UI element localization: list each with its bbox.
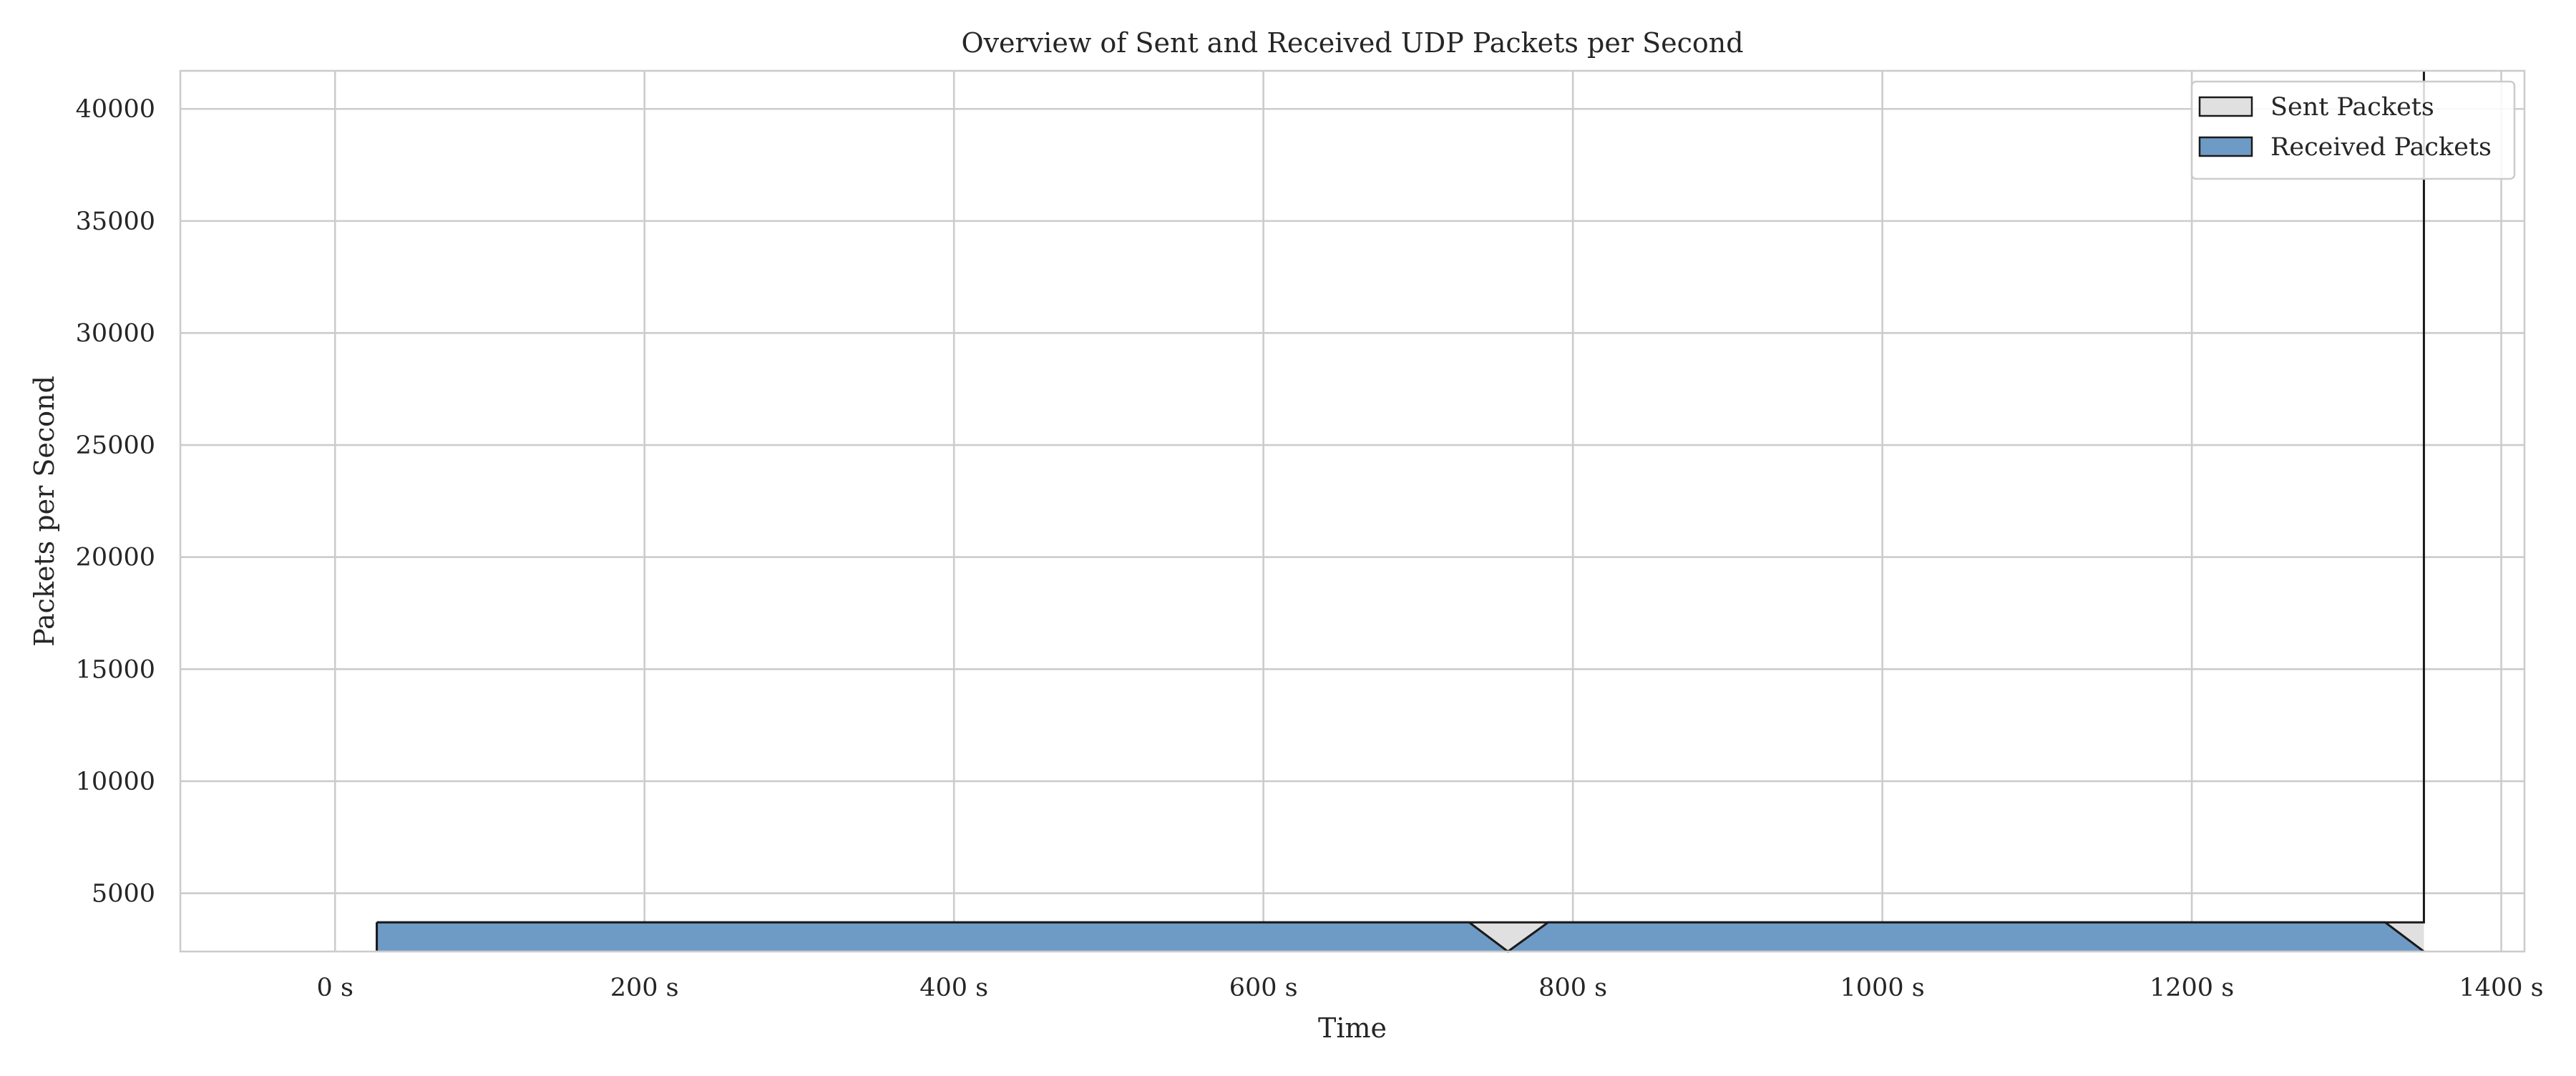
x-tick-label: 1400 s bbox=[2459, 974, 2543, 1002]
y-tick-label: 10000 bbox=[76, 768, 155, 796]
legend: Sent Packets Received Packets bbox=[2190, 80, 2516, 180]
axes-frame bbox=[179, 69, 2526, 953]
y-tick-label: 40000 bbox=[76, 95, 155, 124]
y-tick-label: 5000 bbox=[92, 880, 155, 909]
series-line-1 bbox=[376, 71, 2425, 924]
x-tick-label: 200 s bbox=[610, 974, 679, 1002]
y-tick-label: 15000 bbox=[76, 655, 155, 684]
y-axis-label: Packets per Second bbox=[29, 376, 60, 647]
y-tick-label: 25000 bbox=[76, 431, 155, 460]
series-area-1 bbox=[376, 71, 2424, 952]
legend-swatch bbox=[2198, 96, 2253, 117]
y-tick-label: 35000 bbox=[76, 207, 155, 236]
y-tick-label: 20000 bbox=[76, 544, 155, 572]
x-tick-label: 800 s bbox=[1538, 974, 1607, 1002]
x-tick-label: 600 s bbox=[1229, 974, 1298, 1002]
series-line-2 bbox=[376, 921, 2425, 953]
x-tick-label: 1000 s bbox=[1840, 974, 1925, 1002]
x-tick-label: 0 s bbox=[317, 974, 353, 1002]
x-tick-label: 400 s bbox=[919, 974, 988, 1002]
chart-title: Overview of Sent and Received UDP Packet… bbox=[961, 27, 1743, 59]
grid-layer bbox=[180, 71, 2524, 952]
legend-box bbox=[2190, 80, 2516, 180]
series-area-2 bbox=[376, 922, 2424, 952]
tick-layer: 0 s 200 s 400 s 600 s 800 s 1000 s 1200 s 1400 … bbox=[76, 95, 2544, 1002]
legend-label: Received Packets bbox=[2270, 133, 2492, 162]
x-tick-label: 1200 s bbox=[2150, 974, 2234, 1002]
x-axis-label: Time bbox=[1318, 1012, 1387, 1044]
y-tick-label: 30000 bbox=[76, 319, 155, 348]
legend-swatch bbox=[2198, 136, 2253, 157]
series-layer bbox=[376, 71, 2425, 953]
legend-label: Sent Packets bbox=[2270, 93, 2434, 122]
